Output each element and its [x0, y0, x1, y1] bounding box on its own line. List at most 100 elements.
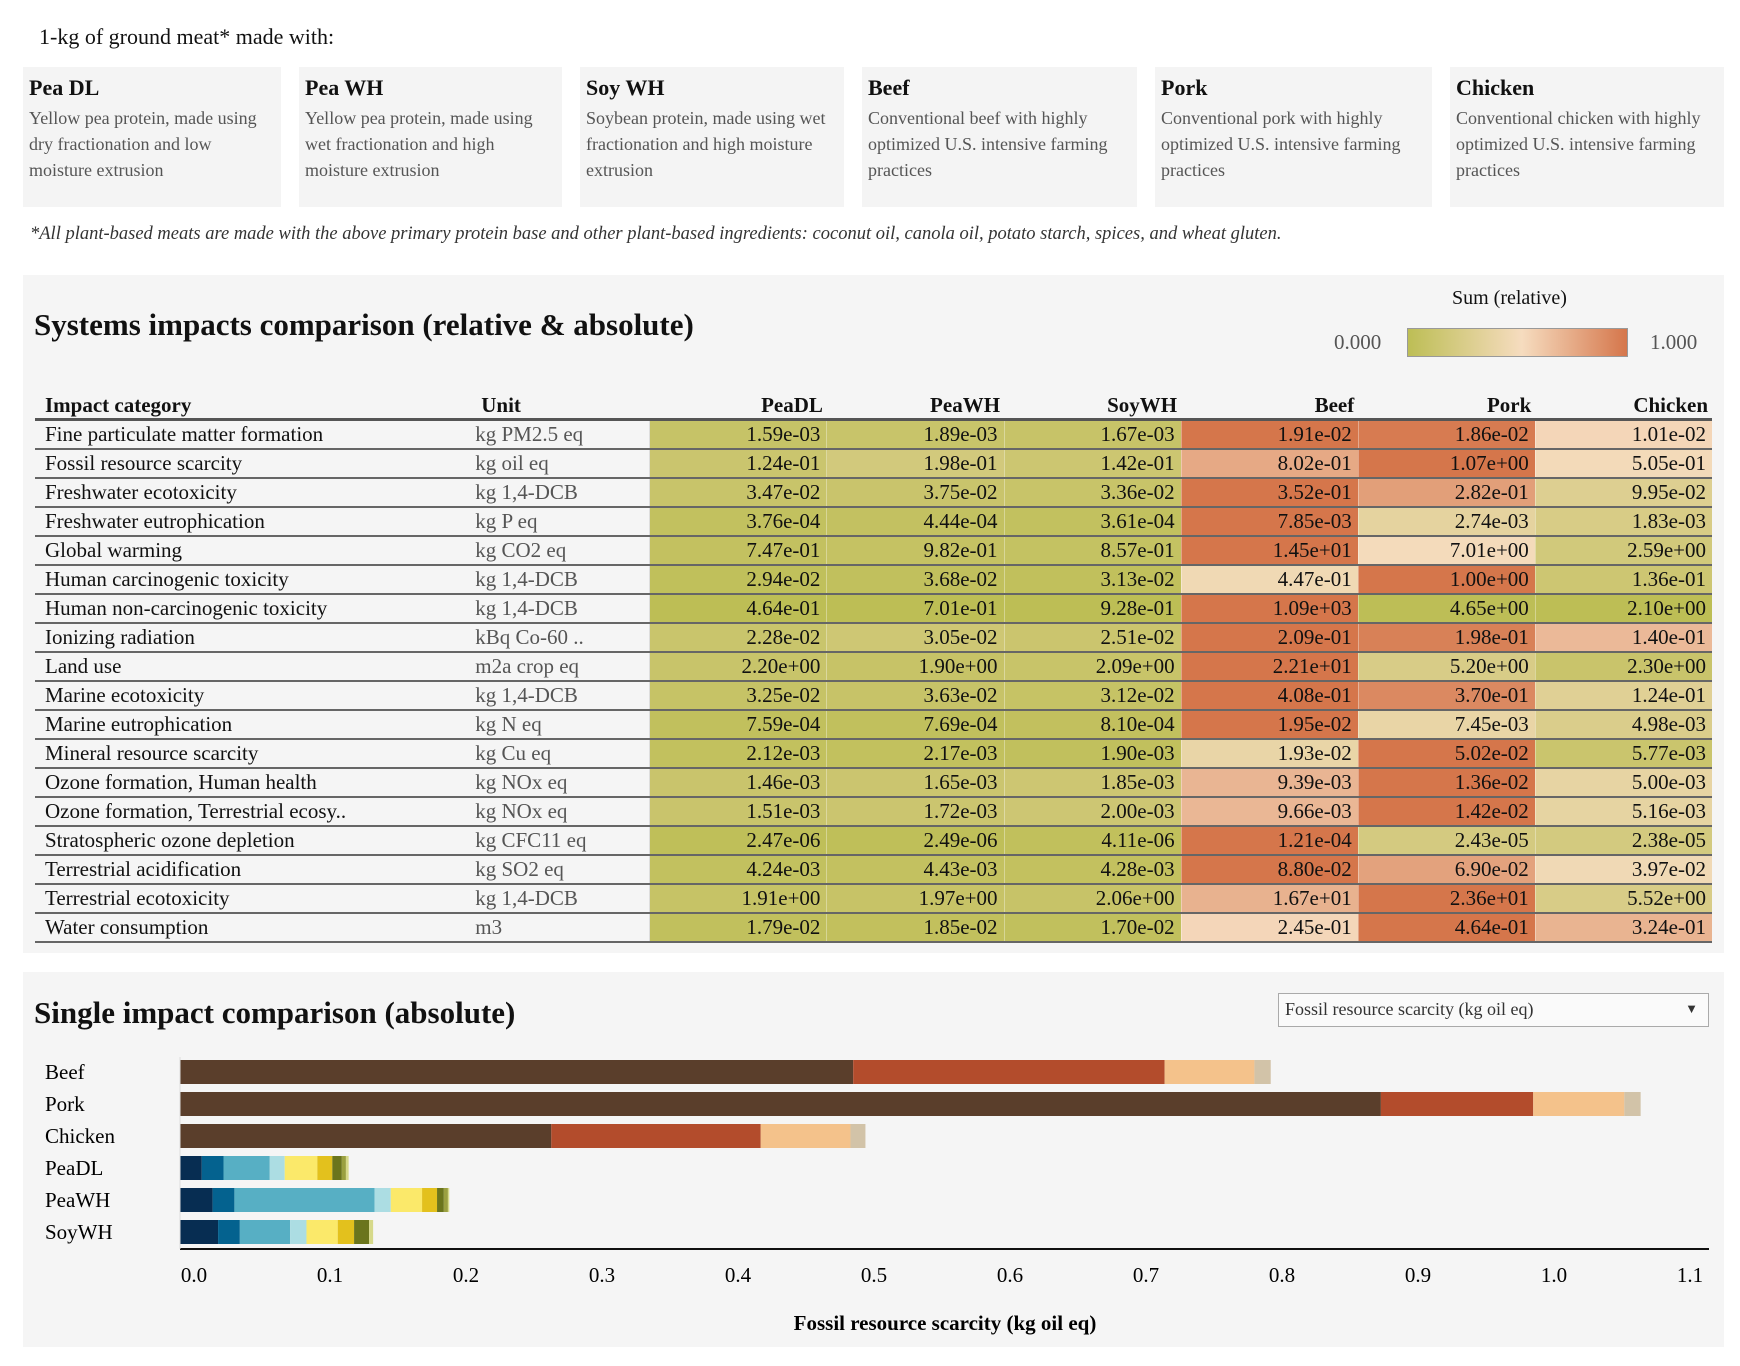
impact-value-cell: 1.67e-03	[1003, 419, 1182, 450]
impact-value-cell: 7.01e+00	[1357, 536, 1536, 566]
impact-unit: kg 1,4-DCB	[471, 478, 651, 508]
column-header: Chicken	[1535, 385, 1712, 421]
impact-category: Marine eutrophication	[35, 710, 472, 740]
impact-value-cell: 4.08e-01	[1180, 681, 1359, 711]
impact-value-cell: 4.11e-06	[1003, 826, 1182, 856]
impact-select-dropdown[interactable]: Fossil resource scarcity (kg oil eq) ▼	[1278, 993, 1709, 1027]
impact-value-cell: 1.85e-02	[826, 913, 1005, 943]
x-axis-title: Fossil resource scarcity (kg oil eq)	[794, 1311, 1097, 1335]
product-card-pea-wh: Pea WH Yellow pea protein, made using wet…	[299, 67, 562, 207]
triangle-down-icon: ▼	[1685, 1001, 1698, 1016]
impact-category: Terrestrial acidification	[35, 855, 472, 885]
bar-segment	[345, 1156, 349, 1180]
impact-value-cell: 1.51e-03	[649, 797, 827, 827]
impact-value-cell: 2.21e+01	[1180, 652, 1359, 682]
card-title: Chicken	[1456, 75, 1535, 100]
impact-category: Ozone formation, Terrestrial ecosy..	[35, 797, 472, 827]
impact-unit: kg SO2 eq	[471, 855, 651, 885]
impact-value-cell: 4.24e-03	[649, 855, 827, 885]
table-row: Stratospheric ozone depletion kg CFC11 eq…	[35, 826, 1712, 856]
impact-category: Freshwater ecotoxicity	[35, 478, 472, 508]
stacked-bar-chart: Beef Pork Chicken PeaDL PeaWH SoyWH 0.0 0.1 0.2 0…	[45, 1057, 1709, 1335]
impact-value-cell: 4.47e-01	[1180, 565, 1359, 595]
bar-segment	[1254, 1060, 1271, 1084]
impact-value-cell: 5.02e-02	[1357, 739, 1536, 769]
impact-unit: kg 1,4-DCB	[471, 681, 651, 711]
impact-unit: kg NOx eq	[471, 797, 651, 827]
impact-unit: kg CFC11 eq	[471, 826, 651, 856]
impact-value-cell: 4.43e-03	[826, 855, 1005, 885]
impact-unit: kBq Co-60 ..	[471, 623, 651, 653]
column-header: Impact category	[35, 385, 472, 421]
category-label: PeaWH	[45, 1188, 110, 1212]
bar-segment	[306, 1220, 338, 1244]
impact-value-cell: 2.38e-05	[1534, 826, 1712, 856]
impact-unit: kg P eq	[471, 507, 651, 537]
impact-value-cell: 2.30e+00	[1534, 652, 1712, 682]
x-tick-label: 0.9	[1405, 1263, 1431, 1287]
impact-value-cell: 9.39e-03	[1180, 768, 1359, 798]
impact-value-cell: 1.91e+00	[649, 884, 827, 914]
impact-value-cell: 7.59e-04	[649, 710, 827, 740]
impact-value-cell: 6.90e-02	[1357, 855, 1536, 885]
impact-unit: kg 1,4-DCB	[471, 594, 651, 624]
impact-value-cell: 2.82e-01	[1357, 478, 1536, 508]
category-label: PeaDL	[45, 1156, 103, 1180]
impact-value-cell: 4.65e+00	[1357, 594, 1536, 624]
impact-category: Human non-carcinogenic toxicity	[35, 594, 472, 624]
impact-category: Global warming	[35, 536, 472, 566]
column-header: Pork	[1358, 385, 1536, 421]
impact-unit: kg 1,4-DCB	[471, 884, 651, 914]
impact-unit: kg CO2 eq	[471, 536, 651, 566]
x-tick-label: 0.8	[1269, 1263, 1295, 1287]
table-row: Land use m2a crop eq 2.20e+00 1.90e+00 2.09e…	[35, 652, 1712, 682]
bar-segment	[1380, 1092, 1534, 1116]
impact-value-cell: 1.40e-01	[1534, 623, 1712, 653]
impact-value-cell: 1.07e+00	[1357, 449, 1536, 479]
impact-value-cell: 3.70e-01	[1357, 681, 1536, 711]
impact-value-cell: 8.02e-01	[1180, 449, 1359, 479]
impact-value-cell: 3.68e-02	[826, 565, 1005, 595]
card-description: Conventional pork with highly optimized …	[1161, 108, 1401, 180]
impact-value-cell: 1.79e-02	[649, 913, 827, 943]
impact-value-cell: 2.47e-06	[649, 826, 827, 856]
impact-unit: m2a crop eq	[471, 652, 651, 682]
impact-value-cell: 5.77e-03	[1534, 739, 1712, 769]
impact-value-cell: 1.98e-01	[1357, 623, 1536, 653]
bar-segment	[437, 1188, 444, 1212]
impact-unit: kg PM2.5 eq	[471, 419, 651, 450]
impact-value-cell: 2.12e-03	[649, 739, 827, 769]
bar-segment	[180, 1092, 1381, 1116]
impact-value-cell: 7.01e-01	[826, 594, 1005, 624]
x-tick-label: 0.2	[453, 1263, 479, 1287]
table-row: Human non-carcinogenic toxicity kg 1,4-DC…	[35, 594, 1712, 624]
impact-value-cell: 1.91e-02	[1180, 419, 1359, 450]
card-description: Soybean protein, made using wet fraction…	[586, 108, 826, 180]
legend-title: Sum (relative)	[1452, 287, 1567, 309]
impact-value-cell: 5.05e-01	[1534, 449, 1712, 479]
bar-segment	[332, 1156, 342, 1180]
x-tick-label: 0.5	[861, 1263, 887, 1287]
impact-unit: kg NOx eq	[471, 768, 651, 798]
impact-category: Stratospheric ozone depletion	[35, 826, 472, 856]
impact-value-cell: 1.59e-03	[649, 419, 827, 450]
x-tick-label: 0.1	[317, 1263, 343, 1287]
impact-value-cell: 3.61e-04	[1003, 507, 1182, 537]
impact-value-cell: 1.46e-03	[649, 768, 827, 798]
impact-value-cell: 1.24e-01	[1534, 681, 1712, 711]
bar-segment	[180, 1060, 854, 1084]
column-header: PeaDL	[649, 385, 827, 421]
bar-segment	[850, 1124, 866, 1148]
bar-segment	[341, 1156, 346, 1180]
impact-value-cell: 5.20e+00	[1357, 652, 1536, 682]
category-label: SoyWH	[45, 1220, 113, 1244]
impact-category: Fossil resource scarcity	[35, 449, 472, 479]
product-card-pea-dl: Pea DL Yellow pea protein, made using dry…	[23, 67, 281, 207]
product-card-beef: Beef Conventional beef with highly optimi…	[862, 67, 1137, 207]
x-tick-label: 0.6	[997, 1263, 1023, 1287]
bar-segment	[201, 1156, 224, 1180]
impacts-table: Impact category Unit PeaDL PeaWH SoyWH Beef Po…	[35, 385, 1712, 943]
bar-segment	[369, 1220, 374, 1244]
impact-value-cell: 2.36e+01	[1357, 884, 1536, 914]
column-header: Beef	[1181, 385, 1359, 421]
